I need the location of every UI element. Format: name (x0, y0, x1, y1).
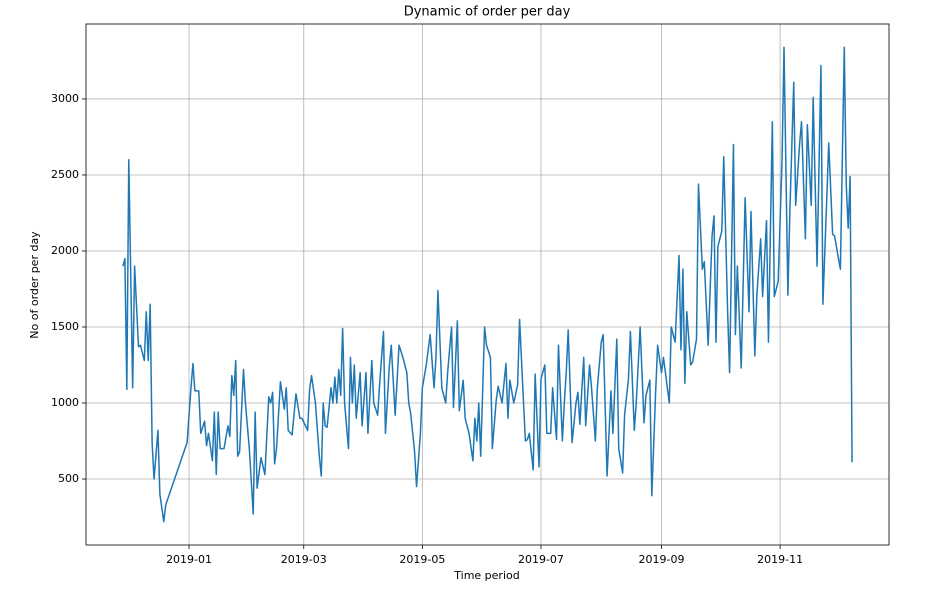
x-tick-label: 2019-03 (281, 553, 327, 566)
plot-area (122, 46, 853, 523)
x-tick-label: 2019-11 (757, 553, 803, 566)
y-tick-label: 2000 (51, 244, 79, 257)
axes-frame (85, 23, 890, 546)
x-tick-label: 2019-05 (399, 553, 445, 566)
x-axis-label: Time period (453, 569, 519, 582)
y-tick-label: 500 (58, 472, 79, 485)
x-tick-label: 2019-01 (166, 553, 212, 566)
data-line (122, 46, 853, 523)
y-tick-label: 1000 (51, 396, 79, 409)
chart-title: Dynamic of order per day (404, 5, 571, 20)
x-tick-label: 2019-07 (518, 553, 564, 566)
y-tick-label: 3000 (51, 92, 79, 105)
y-axis-label: No of order per day (28, 231, 41, 339)
y-tick-label: 2500 (51, 168, 79, 181)
x-tick-label: 2019-09 (639, 553, 685, 566)
y-tick-label: 1500 (51, 320, 79, 333)
grid (86, 24, 889, 545)
